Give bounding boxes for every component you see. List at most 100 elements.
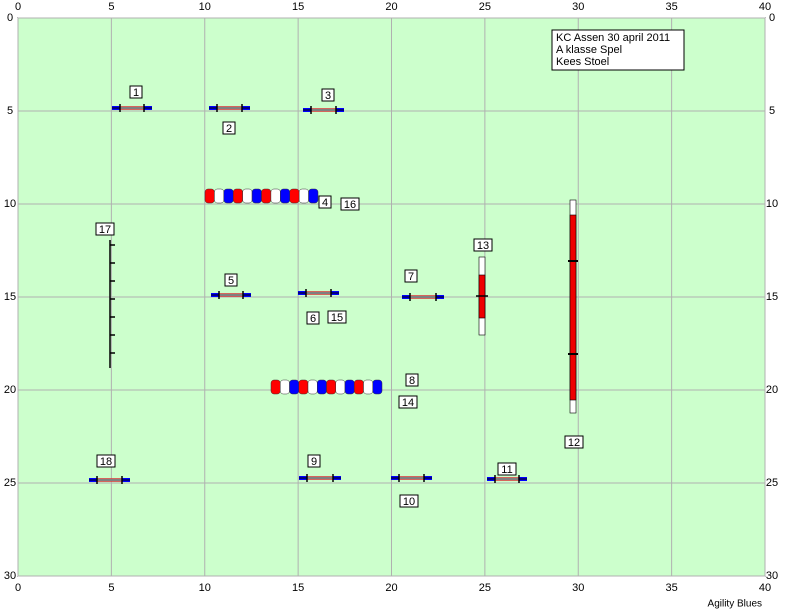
tunnel-segment (214, 188, 225, 204)
label-box (306, 311, 320, 325)
tunnel-segment (280, 188, 291, 204)
y-tick-label: 20 (4, 384, 16, 396)
y-tick-label: 25 (4, 477, 16, 489)
y-tick-label: 0 (7, 12, 13, 24)
obstacle-number: 1 (133, 87, 139, 99)
tunnel-segment (298, 379, 309, 395)
tunnel-segment (354, 379, 364, 395)
info-box (551, 29, 685, 71)
tunnel-segment (261, 188, 272, 204)
tunnel-segment (204, 188, 215, 204)
tunnel-segment (233, 188, 243, 204)
x-tick-label: 10 (199, 1, 211, 13)
label-box (307, 454, 321, 468)
x-tick-label: 20 (385, 1, 397, 13)
label-box (224, 273, 238, 287)
tunnel-segment (242, 188, 253, 204)
y-tick-label: 25 (766, 477, 778, 489)
y-tick-label: 20 (766, 384, 778, 396)
info-line: Kees Stoel (556, 56, 609, 68)
obstacle-number: 16 (344, 199, 356, 211)
tunnel-segment (298, 188, 309, 204)
obstacle-number: 2 (226, 123, 232, 135)
obstacle-number: 17 (99, 224, 111, 236)
x-tick-label: 0 (15, 582, 21, 594)
label-box (399, 494, 419, 508)
x-tick-label: 30 (572, 582, 584, 594)
label-box (497, 462, 517, 476)
x-tick-label: 10 (199, 582, 211, 594)
label-box (340, 197, 360, 211)
obstacle-number: 10 (403, 496, 415, 508)
plank (569, 214, 577, 401)
y-tick-label: 10 (766, 198, 778, 210)
obstacle-number: 11 (501, 464, 512, 476)
x-tick-label: 5 (108, 582, 114, 594)
label-box (404, 269, 418, 283)
label-box (405, 373, 419, 387)
y-tick-label: 10 (4, 198, 16, 210)
obstacle-number: 15 (331, 312, 343, 324)
obstacle-number: 3 (325, 90, 331, 102)
tunnel-segment (317, 379, 327, 395)
tunnel-segment (223, 188, 234, 204)
x-tick-label: 5 (108, 1, 114, 13)
x-tick-label: 25 (479, 582, 491, 594)
label-box (321, 88, 335, 102)
y-tick-label: 15 (4, 291, 16, 303)
y-tick-label: 0 (769, 12, 775, 24)
x-tick-label: 20 (385, 582, 397, 594)
label-box (398, 395, 418, 409)
x-tick-label: 15 (292, 582, 304, 594)
label-box (564, 435, 584, 449)
tunnel-segment (280, 379, 290, 395)
tunnel-segment (289, 188, 300, 204)
tunnel-segment (326, 379, 336, 395)
obstacle-number: 6 (310, 313, 316, 325)
label-box (473, 238, 493, 252)
x-tick-label: 35 (666, 1, 678, 13)
x-tick-label: 35 (666, 582, 678, 594)
tunnel-segment (335, 379, 346, 395)
y-tick-label: 30 (766, 570, 778, 582)
label-box (129, 85, 143, 99)
x-tick-label: 40 (759, 1, 771, 13)
obstacles (89, 104, 578, 484)
tunnel-segment (270, 188, 281, 204)
label-box (327, 310, 347, 324)
obstacle-number: 9 (311, 456, 317, 468)
tunnel-segment (372, 379, 383, 395)
info-line: A klasse Spel (556, 44, 622, 56)
obstacle-number: 14 (402, 397, 414, 409)
tunnel-segment (270, 379, 281, 395)
info-line: KC Assen 30 april 2011 (556, 32, 670, 44)
label-box (96, 454, 116, 468)
obstacle-number: 7 (408, 271, 414, 283)
y-tick-label: 30 (4, 570, 16, 582)
obstacle-number: 18 (100, 456, 112, 468)
x-tick-label: 30 (572, 1, 584, 13)
tunnel-segment (308, 188, 319, 204)
obstacle-number: 13 (477, 240, 489, 252)
x-tick-label: 25 (479, 1, 491, 13)
y-tick-label: 5 (769, 105, 775, 117)
y-tick-label: 5 (7, 105, 13, 117)
obstacle-number: 5 (228, 275, 234, 287)
y-tick-label: 15 (766, 291, 778, 303)
label-box (222, 121, 236, 135)
tunnel-segment (363, 379, 373, 395)
obstacle-number: 4 (322, 197, 328, 209)
footer: Agility Blues (708, 599, 762, 610)
tunnel-segment (344, 379, 355, 395)
tunnel-segment (307, 379, 318, 395)
tunnel-segment (289, 379, 299, 395)
tunnel-segment (251, 188, 262, 204)
label-box (95, 222, 115, 236)
label-box (318, 195, 332, 209)
obstacle-number: 8 (409, 375, 415, 387)
x-tick-label: 15 (292, 1, 304, 13)
grid (17, 17, 766, 577)
